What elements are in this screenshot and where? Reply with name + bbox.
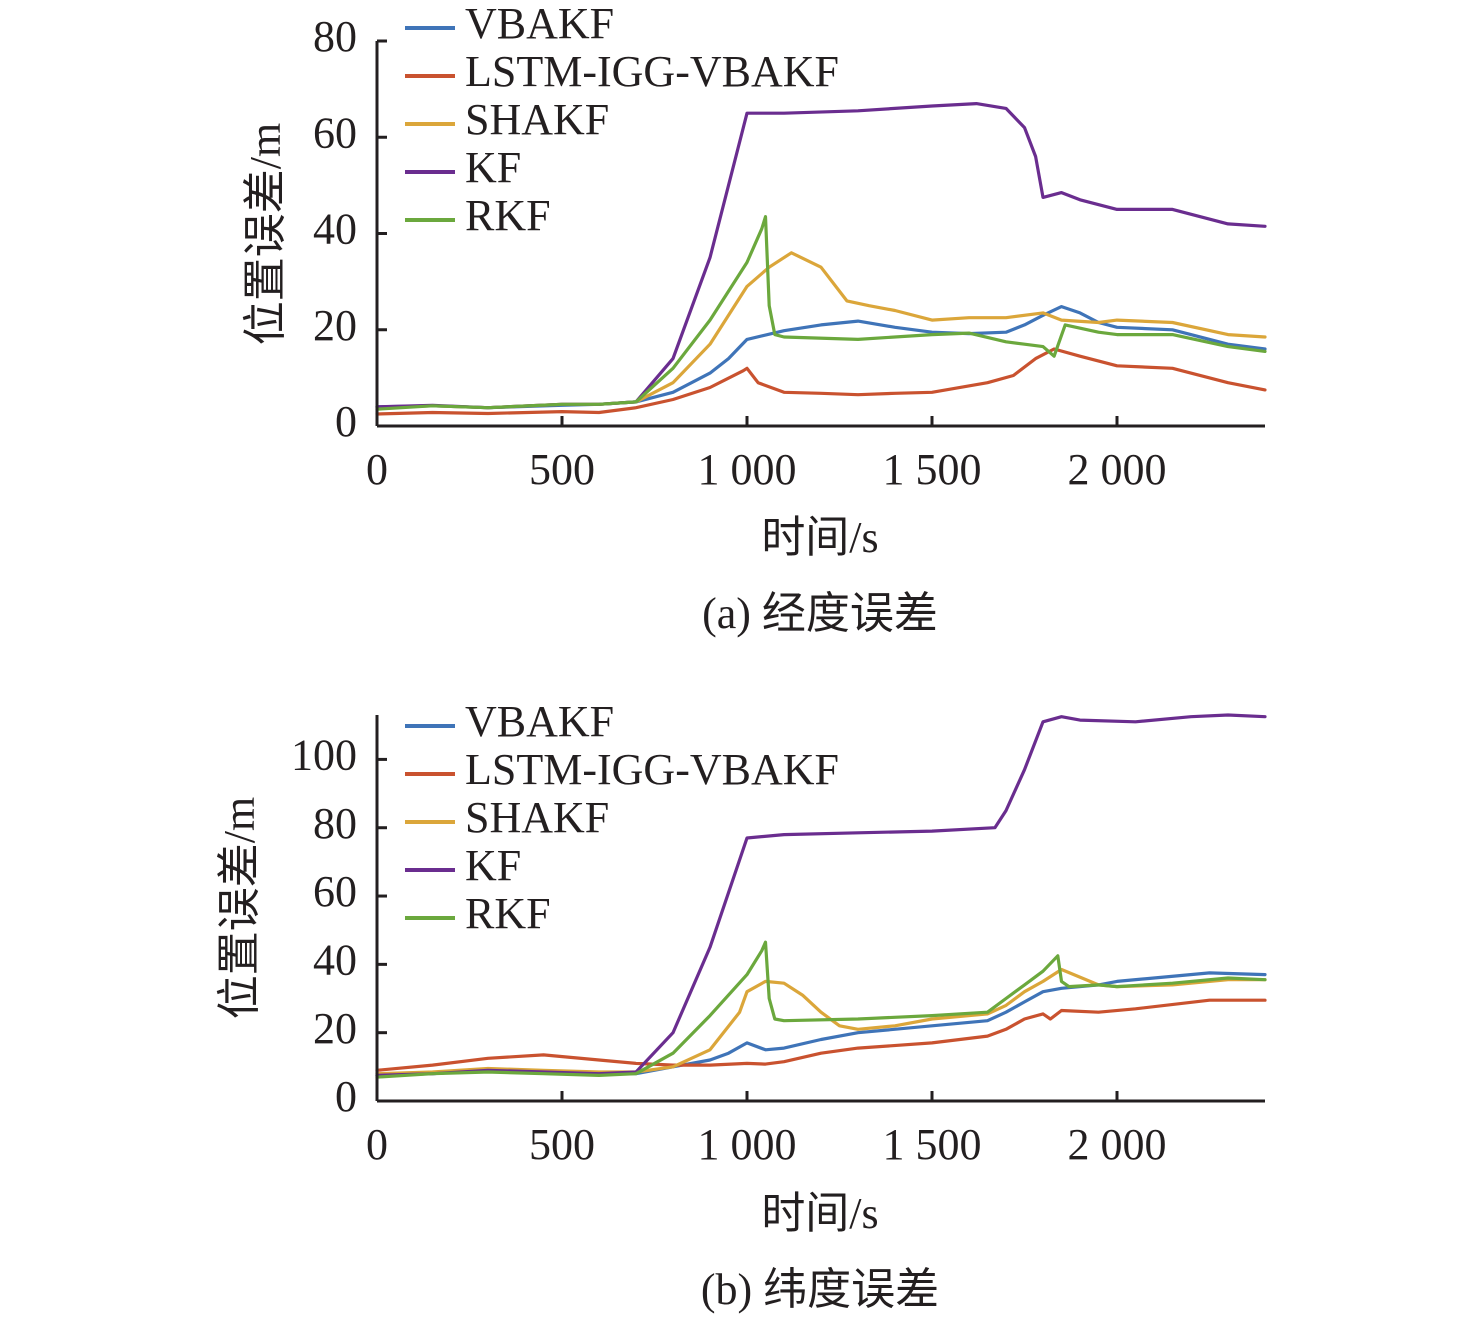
- x-tick-label: 0: [366, 445, 388, 494]
- y-tick-label: 80: [313, 12, 357, 61]
- series-line-lstm-igg-vbakf: [375, 998, 1267, 1072]
- y-axis-label: 位置误差/m: [215, 797, 264, 1019]
- panel-caption: (b) 纬度误差: [701, 1265, 939, 1314]
- y-axis-label: 位置误差/m: [241, 123, 290, 345]
- axes: [375, 715, 1265, 1103]
- y-tick-label: 60: [313, 108, 357, 157]
- legend-label: RKF: [465, 191, 551, 240]
- tick-labels: 0 20 40 60 80 0 500 1 000 1 500 2 000: [313, 12, 1167, 494]
- legend-label: RKF: [465, 889, 551, 938]
- x-tick-label: 1 000: [698, 1120, 797, 1169]
- panel-caption: (a) 经度误差: [702, 589, 938, 638]
- x-tick-label: 2 000: [1068, 1120, 1167, 1169]
- series-line-shakf: [375, 251, 1267, 410]
- y-tick-label: 0: [335, 1072, 357, 1121]
- x-axis-label: 时间/s: [761, 1189, 878, 1238]
- x-tick-label: 500: [529, 1120, 595, 1169]
- y-tick-label: 40: [313, 935, 357, 984]
- y-tick-label: 0: [335, 397, 357, 446]
- legend-label: SHAKF: [465, 95, 609, 144]
- x-tick-label: 1 500: [883, 1120, 982, 1169]
- y-tick-label: 20: [313, 1004, 357, 1053]
- x-tick-label: 0: [366, 1120, 388, 1169]
- legend-label: SHAKF: [465, 793, 609, 842]
- y-tick-label: 60: [313, 867, 357, 916]
- legend-label: VBAKF: [465, 697, 614, 746]
- series-line-lstm-igg-vbakf: [375, 347, 1267, 416]
- plot-lines: [375, 713, 1267, 1079]
- axes: [375, 39, 1265, 428]
- series-line-rkf: [375, 940, 1267, 1079]
- x-axis-label: 时间/s: [761, 513, 878, 562]
- chart-panel-longitude: 0 20 40 60 80 0 500 1 000 1 500 2 000 VBAKFLSTM-I…: [241, 0, 1267, 638]
- series-line-rkf: [375, 215, 1267, 411]
- y-tick-label: 40: [313, 205, 357, 254]
- plot-lines: [375, 101, 1267, 416]
- series-line-kf: [375, 713, 1267, 1078]
- y-tick-label: 20: [313, 301, 357, 350]
- legend-label: KF: [465, 143, 521, 192]
- x-tick-label: 500: [529, 445, 595, 494]
- x-tick-label: 1 000: [698, 445, 797, 494]
- legend-label: KF: [465, 841, 521, 890]
- x-tick-label: 1 500: [883, 445, 982, 494]
- series-line-vbakf: [375, 971, 1267, 1078]
- y-tick-label: 80: [313, 799, 357, 848]
- legend-label: LSTM-IGG-VBAKF: [465, 745, 839, 794]
- x-tick-label: 2 000: [1068, 445, 1167, 494]
- legend-label: VBAKF: [465, 0, 614, 48]
- y-tick-label: 100: [291, 731, 357, 780]
- legend-label: LSTM-IGG-VBAKF: [465, 47, 839, 96]
